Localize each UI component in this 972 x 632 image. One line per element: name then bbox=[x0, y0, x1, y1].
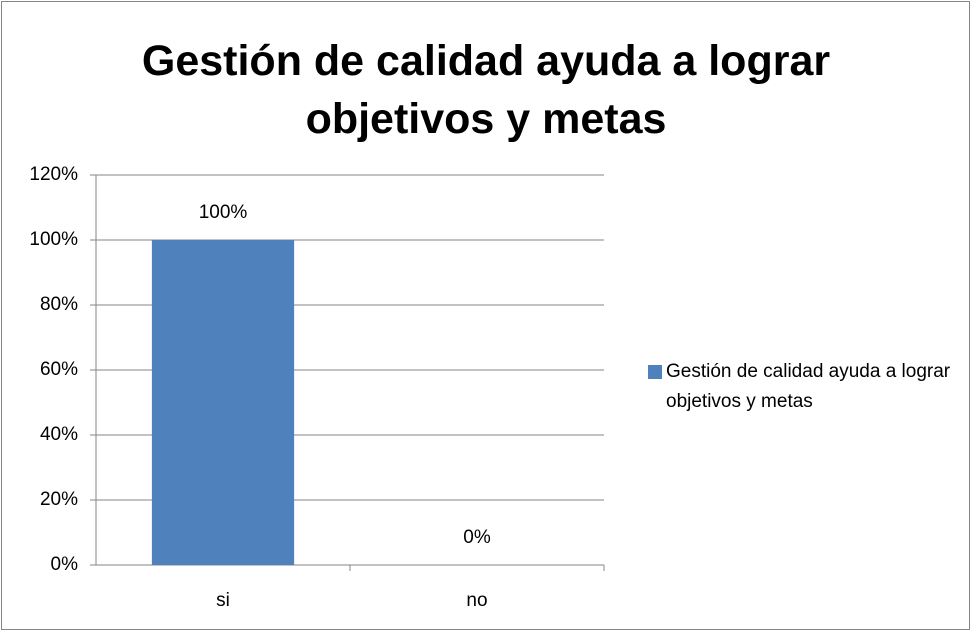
legend-swatch bbox=[648, 365, 662, 379]
y-tick-label: 0% bbox=[51, 554, 79, 575]
y-tick-label: 20% bbox=[40, 489, 78, 510]
y-tick-label: 80% bbox=[40, 294, 78, 315]
x-tick-label: si bbox=[216, 590, 230, 611]
bar bbox=[151, 240, 295, 565]
y-tick-label: 40% bbox=[40, 424, 78, 445]
y-tick-label: 100% bbox=[29, 229, 78, 250]
data-label: 100% bbox=[199, 202, 248, 223]
x-tick-label: no bbox=[466, 590, 487, 611]
y-tick-label: 60% bbox=[40, 359, 78, 380]
chart-title: Gestión de calidad ayuda a lograr objeti… bbox=[141, 37, 831, 143]
data-label: 0% bbox=[463, 527, 491, 548]
legend-label: Gestión de calidad ayuda a lograr objeti… bbox=[666, 361, 951, 412]
y-tick-label: 120% bbox=[29, 164, 78, 185]
